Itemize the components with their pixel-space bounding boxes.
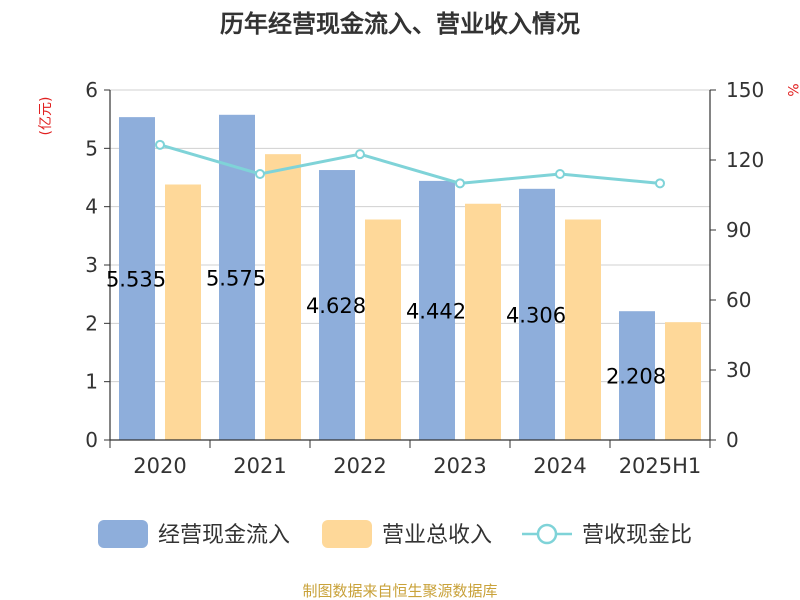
legend-swatch-marker: [536, 523, 558, 545]
gridlines: [110, 89, 710, 383]
y-left-tick-label: 4: [85, 195, 98, 219]
bar-revenue: [165, 184, 201, 440]
y-left-tick-label: 0: [85, 428, 98, 452]
bar-cash-inflow: [419, 180, 455, 440]
ratio-point: [455, 178, 465, 189]
y-right-axis-label: %: [784, 83, 800, 96]
ratio-point: [355, 149, 365, 160]
ratio-point: [155, 139, 165, 150]
bar-cash-inflow: [319, 170, 355, 441]
bar-revenue: [465, 203, 501, 440]
y-left-tick-label: 3: [85, 253, 98, 277]
y-left-tick-label: 1: [85, 370, 98, 394]
ratio-point: [255, 169, 265, 179]
y-left-tick-label: 5: [85, 136, 98, 160]
bar-value-label: 5.575: [206, 266, 266, 290]
bars: [119, 114, 701, 441]
y-right-tick-label: 150: [726, 78, 764, 102]
x-tick-label: 2020: [133, 454, 186, 478]
bar-cash-inflow: [519, 188, 555, 440]
y-left-axis-label: (亿元): [38, 97, 54, 136]
legend-swatch: [98, 520, 148, 548]
legend-label: 营业总收入: [382, 523, 492, 548]
bar-value-label: 4.628: [306, 294, 366, 318]
ratio-point: [655, 178, 665, 189]
ratio-line: [155, 139, 665, 189]
bar-cash-inflow: [119, 117, 155, 440]
bar-cash-inflow: [619, 311, 655, 440]
bar-value-label: 4.306: [506, 303, 566, 327]
legend-item-ratio: 营收现金比: [522, 523, 692, 548]
chart-title: 历年经营现金流入、营业收入情况: [220, 10, 580, 38]
y-right-tick-label: 0: [726, 428, 739, 452]
x-tick-label: 2024: [533, 454, 586, 478]
y-right-tick-label: 120: [726, 148, 764, 172]
x-tick-label: 2025H1: [619, 454, 702, 478]
ratio-line-path: [159, 143, 661, 185]
bar-revenue: [365, 219, 401, 440]
y-right-tick-label: 30: [726, 358, 751, 382]
bar-cash-inflow: [219, 114, 255, 441]
y-right-tick-label: 60: [726, 288, 751, 312]
legend: 经营现金流入 营业总收入 营收现金比: [98, 520, 692, 548]
legend-label: 经营现金流入: [158, 523, 290, 548]
bar-revenue: [265, 154, 301, 440]
legend-item-cash-inflow: 经营现金流入: [98, 520, 290, 548]
legend-item-revenue: 营业总收入: [322, 520, 492, 548]
bar-value-label: 2.208: [606, 365, 666, 389]
x-tick-label: 2021: [233, 454, 286, 478]
bar-revenue: [665, 322, 701, 440]
x-tick-label: 2022: [333, 454, 386, 478]
x-tick-label: 2023: [433, 454, 486, 478]
value-labels: 5.535 5.575 4.628 4.442 4.306 2.208: [106, 266, 666, 388]
source-note: 制图数据来自恒生聚源数据库: [302, 582, 497, 600]
y-right-tick-label: 90: [726, 218, 751, 242]
y-left-tick-label: 2: [85, 311, 98, 335]
legend-swatch: [322, 520, 372, 548]
bar-value-label: 4.442: [406, 299, 466, 323]
legend-label: 营收现金比: [582, 523, 692, 548]
y-left-tick-label: 6: [85, 78, 98, 102]
ratio-point: [555, 169, 565, 179]
bar-value-label: 5.535: [106, 268, 166, 292]
bar-revenue: [565, 219, 601, 440]
